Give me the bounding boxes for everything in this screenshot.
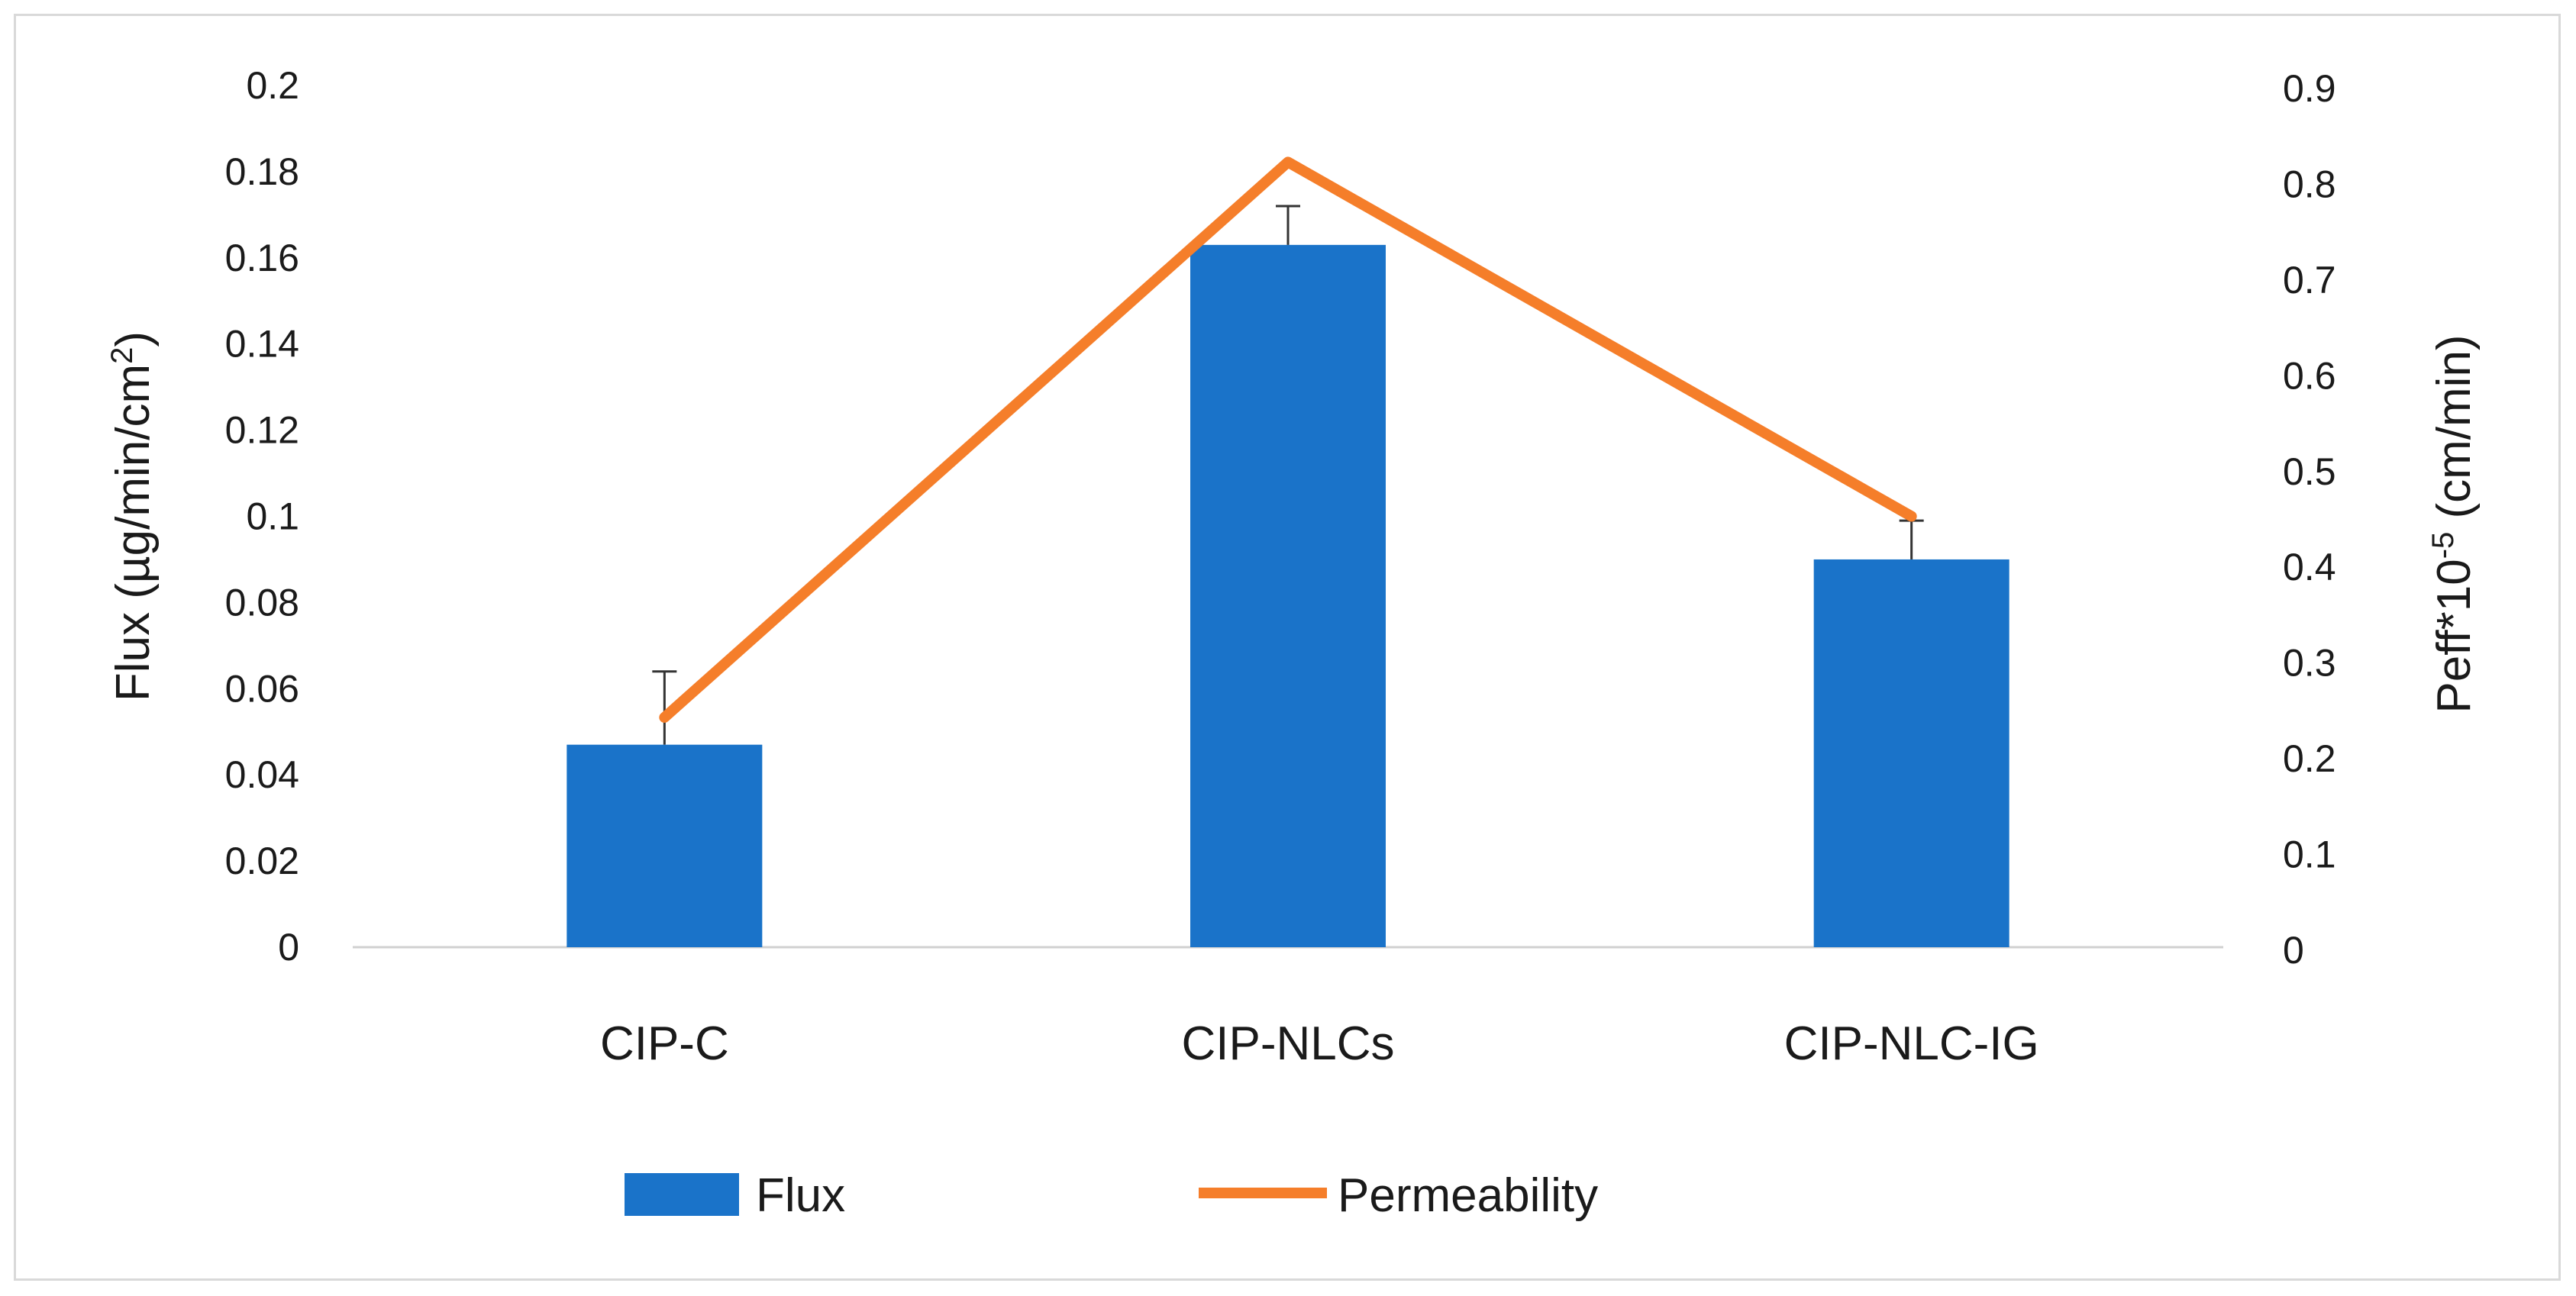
right-tick-label: 0.9 bbox=[2283, 67, 2336, 110]
right-tick-label: 0.6 bbox=[2283, 354, 2336, 397]
right-tick-label: 0.2 bbox=[2283, 737, 2336, 780]
left-axis-ticks: 0 0.02 0.04 0.06 0.08 0.1 0.12 0.14 0.16 0.18 0.2 bbox=[225, 64, 299, 969]
category-label: CIP-C bbox=[600, 1017, 729, 1070]
left-axis-title-superscript: 2 bbox=[105, 347, 139, 364]
right-tick-label: 0.8 bbox=[2283, 163, 2336, 205]
flux-bar bbox=[1813, 559, 2009, 947]
permeability-line-layer bbox=[659, 156, 1917, 723]
legend-flux-swatch bbox=[625, 1173, 739, 1216]
left-tick-label: 0.14 bbox=[225, 323, 299, 366]
left-tick-label: 0.12 bbox=[225, 409, 299, 452]
left-tick-label: 0.16 bbox=[225, 237, 299, 279]
right-tick-label: 0.4 bbox=[2283, 546, 2336, 588]
flux-bar bbox=[567, 744, 763, 947]
category-labels: CIP-C CIP-NLCs CIP-NLC-IG bbox=[600, 1017, 2039, 1070]
error-bars bbox=[652, 205, 1924, 745]
left-tick-label: 0.2 bbox=[246, 64, 299, 107]
legend: Flux Permeability bbox=[625, 1169, 1598, 1222]
right-axis-title-superscript: -5 bbox=[2426, 532, 2460, 559]
legend-flux-label: Flux bbox=[756, 1169, 845, 1222]
right-tick-label: 0.5 bbox=[2283, 450, 2336, 493]
left-axis-title: Flux (µg/min/cm2) bbox=[105, 331, 160, 701]
right-tick-label: 0.7 bbox=[2283, 259, 2336, 301]
right-tick-label: 0.1 bbox=[2283, 833, 2336, 876]
left-tick-label: 0.08 bbox=[225, 581, 299, 624]
left-tick-label: 0.02 bbox=[225, 840, 299, 882]
right-tick-label: 0.3 bbox=[2283, 642, 2336, 685]
legend-permeability-label: Permeability bbox=[1338, 1169, 1598, 1222]
left-tick-label: 0.04 bbox=[225, 753, 299, 796]
category-label: CIP-NLC-IG bbox=[1784, 1017, 2039, 1070]
left-tick-label: 0.06 bbox=[225, 667, 299, 710]
right-axis-title: Peff*10-5 (cm/min) bbox=[2426, 334, 2481, 713]
left-tick-label: 0 bbox=[278, 926, 299, 969]
left-tick-label: 0.18 bbox=[225, 150, 299, 193]
right-axis-ticks: 0 0.1 0.2 0.3 0.4 0.5 0.6 0.7 0.8 0.9 bbox=[2283, 67, 2336, 972]
flux-bars bbox=[567, 244, 2009, 947]
left-tick-label: 0.1 bbox=[246, 495, 299, 538]
flux-bar bbox=[1190, 244, 1386, 947]
category-label: CIP-NLCs bbox=[1181, 1017, 1394, 1070]
right-tick-label: 0 bbox=[2283, 929, 2304, 972]
permeability-line bbox=[659, 156, 1917, 723]
